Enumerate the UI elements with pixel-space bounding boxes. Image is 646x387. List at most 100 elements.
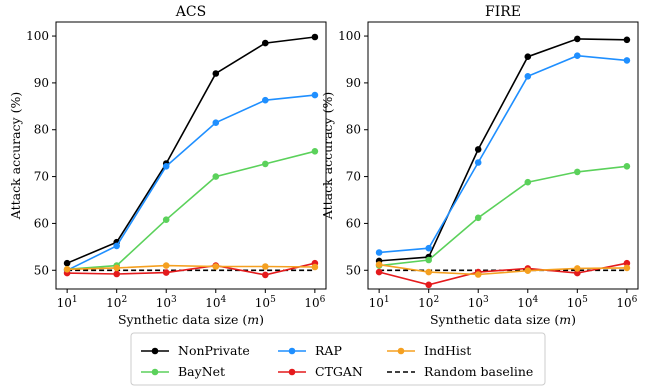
data-point-rap — [474, 159, 482, 166]
series-line-indhist — [378, 263, 627, 276]
data-point-rap — [425, 244, 433, 252]
data-point-indhist — [524, 267, 532, 275]
series-nonprivate — [63, 33, 319, 267]
data-point-baynet — [574, 168, 581, 176]
series-line-ctgan — [378, 262, 628, 286]
legend-marker — [151, 347, 159, 355]
legend-entry-random-baseline: Random baseline — [387, 364, 533, 379]
data-point-nonprivate — [262, 39, 269, 47]
data-point-rap — [262, 96, 269, 104]
legend-entry-ctgan: CTGAN — [278, 364, 363, 379]
data-point-indhist — [425, 268, 433, 276]
data-point-indhist — [212, 263, 220, 270]
series-baynet — [375, 163, 631, 269]
data-point-ctgan — [262, 271, 269, 279]
legend-box — [130, 332, 546, 386]
legend-label: IndHist — [424, 343, 471, 358]
legend-entry-rap: RAP — [278, 343, 342, 358]
chart-panel-1: ACS 50 60 70 80 90 100 101 102 103 104 105 106 Synthe… — [8, 4, 327, 327]
y-tick-label: 60 — [34, 216, 49, 230]
legend-entry-baynet: BayNet — [141, 364, 225, 379]
x-axis-label: Synthetic data size (m) — [430, 312, 576, 327]
y-tick-label: 50 — [34, 263, 49, 277]
x-tick-label: 101 — [369, 295, 390, 310]
data-point-indhist — [262, 263, 269, 270]
data-point-rap — [375, 249, 383, 256]
data-point-baynet — [162, 216, 170, 223]
chart-panel-2: FIRE 50 60 70 80 90 100 101 102 103 104 105 106 Synth… — [320, 4, 639, 327]
data-point-rap — [574, 52, 581, 59]
x-tick-label: 104 — [205, 295, 226, 310]
series-line-rap — [66, 94, 315, 272]
plot-frame — [55, 21, 327, 290]
series-line-baynet — [67, 150, 316, 271]
y-tick-label: 100 — [338, 29, 361, 43]
legend-marker — [288, 368, 296, 376]
series-nonprivate — [375, 35, 631, 265]
y-tick-label: 80 — [34, 123, 49, 137]
legend-marker — [151, 368, 159, 376]
legend-marker — [397, 347, 405, 355]
chart-title: ACS — [175, 4, 206, 20]
y-tick-label: 90 — [346, 76, 361, 90]
y-axis-label: Attack accuracy (%) — [8, 92, 23, 220]
data-point-indhist — [63, 266, 71, 273]
series-rap — [375, 52, 631, 256]
plot-frame — [367, 21, 639, 290]
data-point-baynet — [474, 214, 482, 222]
x-tick-label: 103 — [468, 295, 489, 310]
y-tick-label: 70 — [346, 170, 361, 184]
data-point-ctgan — [162, 269, 170, 276]
y-tick-label: 80 — [346, 123, 361, 137]
data-point-indhist — [623, 264, 631, 272]
x-tick-label: 102 — [418, 295, 439, 310]
data-point-baynet — [524, 178, 532, 186]
legend-label: CTGAN — [315, 364, 363, 379]
data-point-ctgan — [425, 281, 433, 289]
data-point-rap — [311, 91, 319, 99]
data-point-nonprivate — [63, 259, 71, 267]
x-tick-label: 101 — [57, 295, 78, 310]
data-point-rap — [212, 119, 220, 126]
x-tick-label: 106 — [616, 295, 637, 310]
data-point-nonprivate — [212, 70, 220, 77]
data-point-baynet — [212, 173, 220, 180]
x-axis-label: Synthetic data size (m) — [118, 312, 264, 327]
legend-label: BayNet — [178, 364, 225, 379]
data-point-indhist — [162, 262, 170, 269]
data-point-ctgan — [375, 268, 383, 276]
series-line-nonprivate — [66, 36, 315, 264]
data-point-nonprivate — [623, 36, 631, 44]
data-point-nonprivate — [524, 53, 532, 60]
data-point-rap — [524, 73, 532, 80]
series-line-rap — [379, 54, 627, 254]
x-tick-label: 105 — [567, 295, 588, 310]
data-point-rap — [113, 242, 120, 250]
data-point-baynet — [425, 256, 433, 264]
data-point-baynet — [623, 163, 631, 170]
legend-entry-nonprivate: NonPrivate — [141, 343, 250, 358]
x-tick-label: 104 — [517, 295, 538, 310]
data-point-indhist — [311, 263, 319, 271]
data-point-baynet — [311, 148, 319, 155]
series-ctgan — [375, 259, 631, 289]
data-point-ctgan — [574, 269, 581, 277]
data-point-rap — [623, 57, 631, 64]
chart-title: FIRE — [485, 4, 521, 20]
data-point-ctgan — [623, 259, 631, 267]
series-line-ctgan — [67, 262, 316, 276]
x-tick-label: 105 — [255, 295, 276, 310]
data-point-ctgan — [113, 270, 120, 278]
data-point-nonprivate — [311, 33, 319, 41]
y-tick-label: 60 — [346, 216, 361, 230]
y-tick-label: 70 — [34, 170, 49, 184]
legend-label: RAP — [315, 343, 342, 358]
series-line-baynet — [379, 165, 627, 267]
x-tick-label: 103 — [156, 295, 177, 310]
y-tick-label: 50 — [346, 263, 361, 277]
legend-label: NonPrivate — [178, 343, 250, 358]
data-point-nonprivate — [474, 146, 482, 153]
y-tick-label: 90 — [34, 76, 49, 90]
data-point-indhist — [574, 265, 581, 272]
